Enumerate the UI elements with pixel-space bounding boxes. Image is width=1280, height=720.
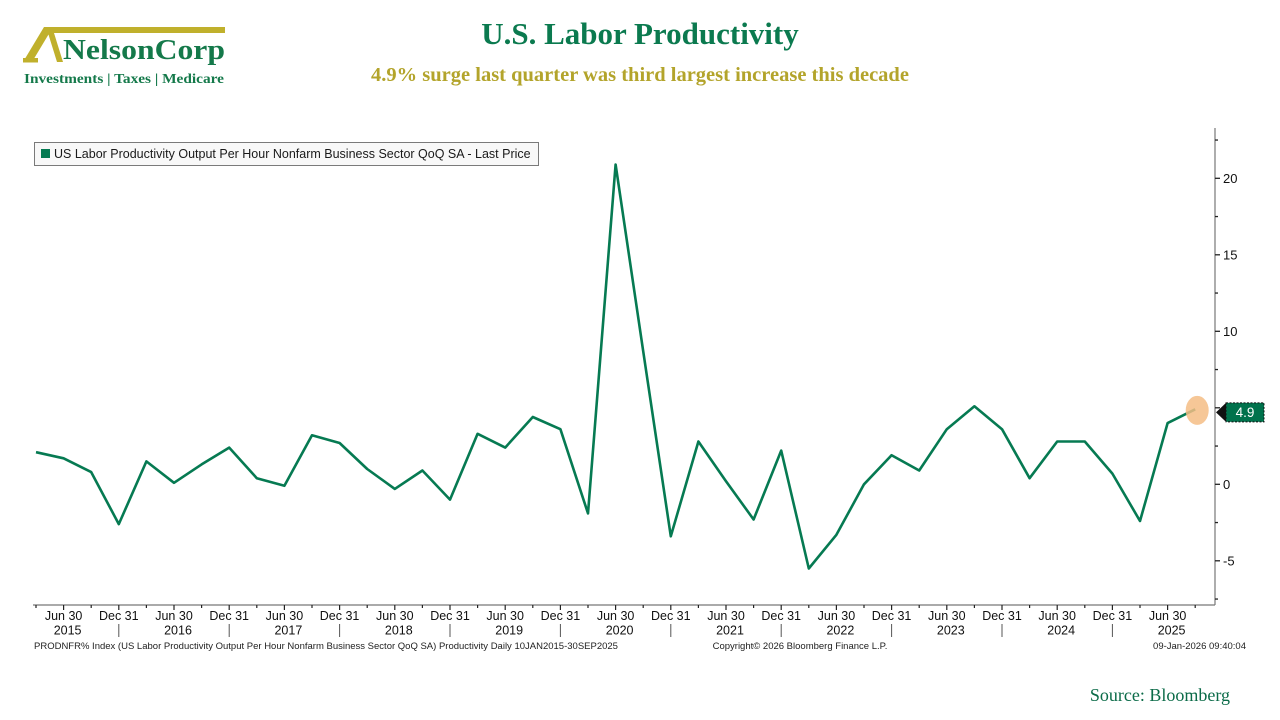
series-line (35, 163, 1196, 570)
x-year-label: 2016 (164, 624, 192, 638)
x-tick-label: Dec 31 (320, 609, 360, 623)
last-point-highlight (1185, 395, 1209, 425)
logo-wordmark: NelsonCorp (63, 34, 225, 66)
x-tick-label: Dec 31 (872, 609, 912, 623)
y-tick-label: -5 (1223, 553, 1235, 568)
x-year-label: 2018 (385, 624, 413, 638)
y-tick-label: 0 (1223, 477, 1230, 492)
x-tick-label: Jun 30 (376, 609, 414, 623)
x-tick-label: Jun 30 (486, 609, 524, 623)
x-tick-label: Jun 30 (266, 609, 304, 623)
x-tick-label: Jun 30 (597, 609, 635, 623)
y-tick-label: 15 (1223, 247, 1237, 262)
x-tick-label: Dec 31 (209, 609, 249, 623)
x-tick-label: Dec 31 (651, 609, 691, 623)
x-tick-label: Dec 31 (1093, 609, 1133, 623)
nelsoncorp-logo: NelsonCorp Investments | Taxes | Medicar… (23, 27, 225, 87)
y-tick-label: 20 (1223, 171, 1237, 186)
x-tick-label: Dec 31 (982, 609, 1022, 623)
copyright-footnote: Copyright© 2026 Bloomberg Finance L.P. (712, 641, 888, 652)
price-tag-box (1225, 402, 1265, 423)
x-year-label: 2020 (606, 624, 634, 638)
price-tag-arrow-icon (1216, 402, 1226, 422)
x-tick-label: Jun 30 (155, 609, 193, 623)
legend-label: US Labor Productivity Output Per Hour No… (54, 147, 531, 161)
source-caption: Source: Bloomberg (1089, 685, 1230, 705)
x-year-label: 2019 (495, 624, 523, 638)
x-year-label: 2021 (716, 624, 744, 638)
x-year-label: 2024 (1047, 624, 1075, 638)
logo-n-mark (23, 27, 225, 63)
page-subtitle: 4.9% surge last quarter was third larges… (371, 64, 909, 86)
logo-tagline: Investments | Taxes | Medicare (24, 72, 224, 87)
x-year-label: 2025 (1158, 624, 1186, 638)
x-year-label: 2017 (274, 624, 302, 638)
x-tick-label: Dec 31 (430, 609, 470, 623)
x-tick-label: Dec 31 (761, 609, 801, 623)
x-year-label: 2023 (937, 624, 965, 638)
x-tick-label: Jun 30 (1038, 609, 1076, 623)
x-tick-label: Jun 30 (707, 609, 745, 623)
bloomberg-ticker-footnote: PRODNFR% Index (US Labor Productivity Ou… (34, 641, 618, 652)
legend-marker-icon (41, 149, 50, 158)
x-year-label: 2015 (54, 624, 82, 638)
chart-legend: US Labor Productivity Output Per Hour No… (34, 142, 539, 166)
x-year-label: 2022 (826, 624, 854, 638)
x-tick-label: Jun 30 (928, 609, 966, 623)
x-tick-label: Jun 30 (818, 609, 856, 623)
x-tick-label: Jun 30 (1149, 609, 1187, 623)
x-tick-label: Dec 31 (541, 609, 581, 623)
y-tick-label: 10 (1223, 324, 1237, 339)
price-tag-value: 4.9 (1236, 405, 1255, 420)
page-title: U.S. Labor Productivity (481, 16, 799, 51)
x-tick-label: Jun 30 (45, 609, 83, 623)
timestamp-footnote: 09-Jan-2026 09:40:04 (1153, 641, 1246, 652)
x-tick-label: Dec 31 (99, 609, 139, 623)
